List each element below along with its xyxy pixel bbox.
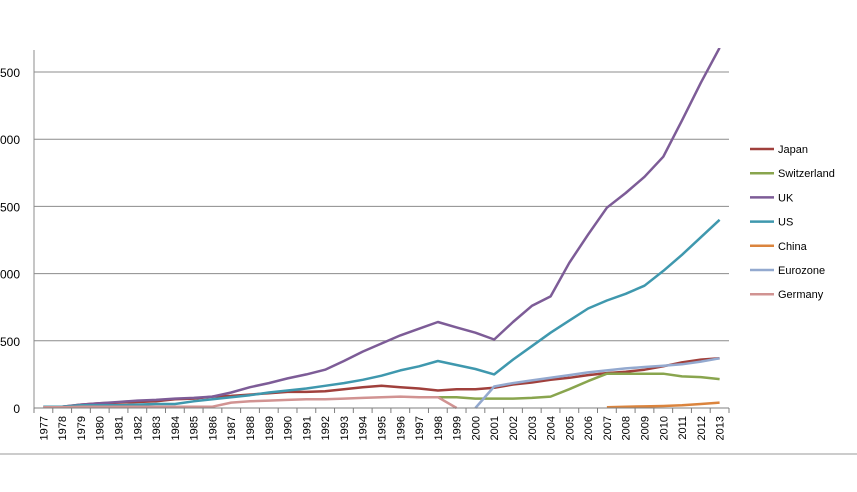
x-tick-label: 1990 <box>283 416 295 440</box>
x-tick-label: 1993 <box>339 416 351 440</box>
x-tick-label: 1988 <box>245 416 257 440</box>
legend: Japan Switzerland UK US China Eurozone Germany <box>750 144 835 301</box>
legend-label: Germany <box>778 289 824 301</box>
y-tick-label: 1000 <box>0 268 20 282</box>
x-tick-label: 1978 <box>57 416 69 440</box>
legend-label: Japan <box>778 144 808 156</box>
legend-label: UK <box>778 192 794 204</box>
y-tick-label: 2500 <box>0 66 20 80</box>
x-tick-label: 1996 <box>395 416 407 440</box>
x-tick-label: 1977 <box>38 416 50 440</box>
x-tick-label: 1999 <box>452 416 464 440</box>
x-tick-label: 1997 <box>414 416 426 440</box>
x-tick-label: 2005 <box>564 416 576 440</box>
x-tick-label: 2004 <box>546 416 558 440</box>
legend-label: US <box>778 217 793 229</box>
x-tick-label: 1992 <box>320 416 332 440</box>
x-tick-label: 1984 <box>170 416 182 440</box>
x-tick-label: 2001 <box>489 416 501 440</box>
x-tick-label: 2007 <box>602 416 614 440</box>
x-tick-label: 1986 <box>207 416 219 440</box>
x-tick-label: 2013 <box>715 416 727 440</box>
x-tick-label: 1985 <box>189 416 201 440</box>
x-tick-label: 2002 <box>508 416 520 440</box>
y-tick-label: 1500 <box>0 200 20 214</box>
series-line-uk <box>43 48 721 408</box>
y-tick-label: 0 <box>13 402 20 416</box>
series-line-eurozone <box>474 357 720 409</box>
x-tick-label: 2012 <box>696 416 708 440</box>
x-tick-label: 1991 <box>301 416 313 440</box>
y-axis-ticks: 0 500 1000 1500 2000 2500 <box>0 66 20 416</box>
x-tick-label: 1989 <box>264 416 276 440</box>
x-tick-label: 1979 <box>76 416 88 440</box>
x-tick-label: 2009 <box>639 416 651 440</box>
series-lines <box>43 48 721 410</box>
x-tick-label: 1981 <box>114 416 126 440</box>
y-tick-label: 2000 <box>0 133 20 147</box>
legend-label: China <box>778 241 808 253</box>
y-tick-label: 500 <box>0 335 20 349</box>
x-tick-label: 2003 <box>527 416 539 440</box>
series-line-china <box>606 401 720 409</box>
series-line-germany <box>43 395 458 410</box>
x-tick-label: 1983 <box>151 416 163 440</box>
x-tick-label: 2010 <box>658 416 670 440</box>
x-tick-label: 1995 <box>377 416 389 440</box>
x-tick-label: 1998 <box>433 416 445 440</box>
x-tick-label: 2011 <box>677 416 689 440</box>
x-tick-label: 2008 <box>621 416 633 440</box>
x-tick-label: 1994 <box>358 416 370 440</box>
x-tick-label: 1980 <box>95 416 107 440</box>
x-tick-label: 2000 <box>470 416 482 440</box>
series-line-us <box>43 218 721 408</box>
legend-label: Switzerland <box>778 168 835 180</box>
gridlines <box>33 50 729 408</box>
x-tick-label: 2006 <box>583 416 595 440</box>
legend-label: Eurozone <box>778 265 825 277</box>
x-tick-label: 1987 <box>226 416 238 440</box>
x-tick-label: 1982 <box>132 416 144 440</box>
x-axis-ticks: 1977 1978 1979 1980 1981 1982 1983 1984 1985 1986… <box>33 408 730 440</box>
